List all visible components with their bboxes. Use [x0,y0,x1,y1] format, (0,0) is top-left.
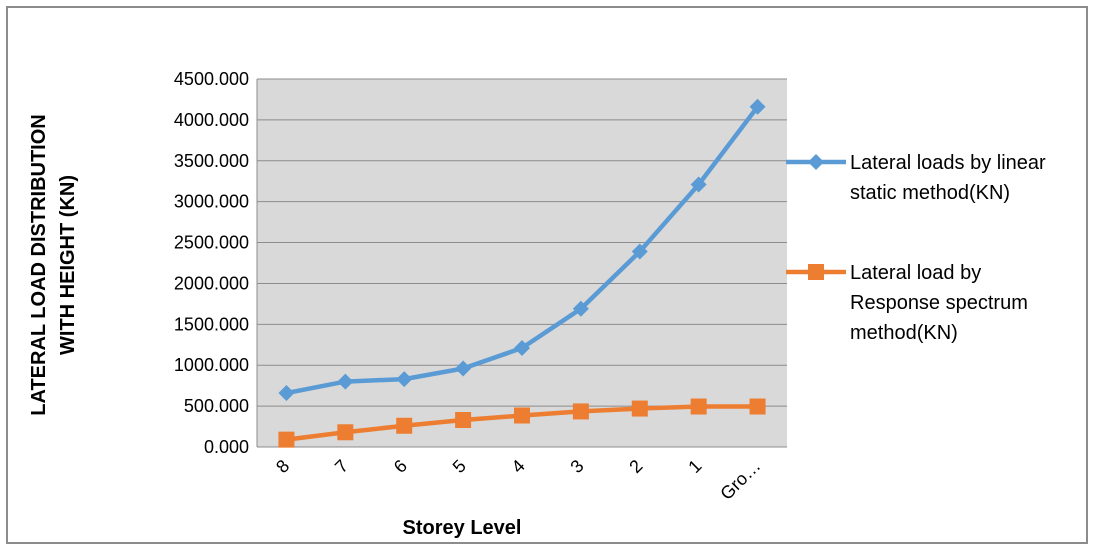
data-point-diamond [396,371,413,388]
data-point-square [572,403,589,420]
data-point-square [396,417,413,434]
x-tick-label: Gro… [716,456,764,504]
x-tick-label: 6 [390,456,411,477]
x-tick-labels: 8 7 6 5 4 3 2 1 Gro… [272,456,764,504]
legend-square-marker [808,264,824,280]
data-point-diamond [337,373,354,390]
series-2 [278,398,766,448]
data-point-diamond [572,300,589,317]
data-point-square [514,407,530,424]
data-point-square [631,400,648,417]
data-point-diamond [455,360,472,377]
x-tick-label: 2 [625,456,646,477]
data-point-square [337,424,354,441]
y-tick-label: 3000.000 [174,192,249,212]
plot-area [257,79,787,447]
legend-label-line: Response spectrum [850,292,1028,314]
data-point-square [455,412,472,429]
data-point-square [690,398,707,415]
y-tick-label: 500.000 [184,396,249,416]
x-tick-label: 7 [331,456,352,477]
legend-label-line: static method(KN) [850,182,1010,204]
data-point-diamond [514,340,530,357]
series-layer [278,98,766,448]
y-axis-title-line-1: LATERAL LOAD DISTRIBUTION [28,114,50,415]
data-point-square [278,431,295,448]
y-axis-title-line-2: WITH HEIGHT (KN) [57,175,79,355]
x-tick-label: 3 [566,456,587,477]
x-tick-label: 5 [449,456,470,477]
data-point-diamond [749,98,766,115]
y-tick-label: 4500.000 [174,69,249,89]
x-tick-label: 4 [508,456,529,477]
legend-label-line: method(KN) [850,322,958,344]
legend-label-line: Lateral load by [850,262,981,284]
legend-item-2: Lateral load by Response spectrum method(K… [786,262,1028,344]
data-point-diamond [631,243,648,260]
x-axis-title: Storey Level [403,517,522,539]
series-1 [278,98,766,402]
y-tick-label: 1000.000 [174,355,249,375]
legend-label-line: Lateral loads by linear [850,152,1046,174]
gridlines [256,78,787,448]
y-tick-label: 2500.000 [174,233,249,253]
y-tick-label: 4000.000 [174,110,249,130]
legend-item-1: Lateral loads by linear static method(KN) [786,152,1046,204]
x-tick-label: 8 [272,456,293,477]
y-tick-labels: 0.000 500.000 1000.000 1500.000 2000.000 2500… [174,69,249,457]
y-tick-label: 3500.000 [174,151,249,171]
data-point-square [749,398,766,415]
x-tick-label: 1 [684,456,705,477]
data-point-diamond [278,385,295,402]
y-tick-label: 0.000 [204,437,249,457]
data-point-diamond [690,176,707,193]
y-tick-label: 1500.000 [174,314,249,334]
y-tick-label: 2000.000 [174,273,249,293]
legend: Lateral loads by linear static method(KN)… [786,152,1046,344]
legend-diamond-marker [808,154,824,170]
